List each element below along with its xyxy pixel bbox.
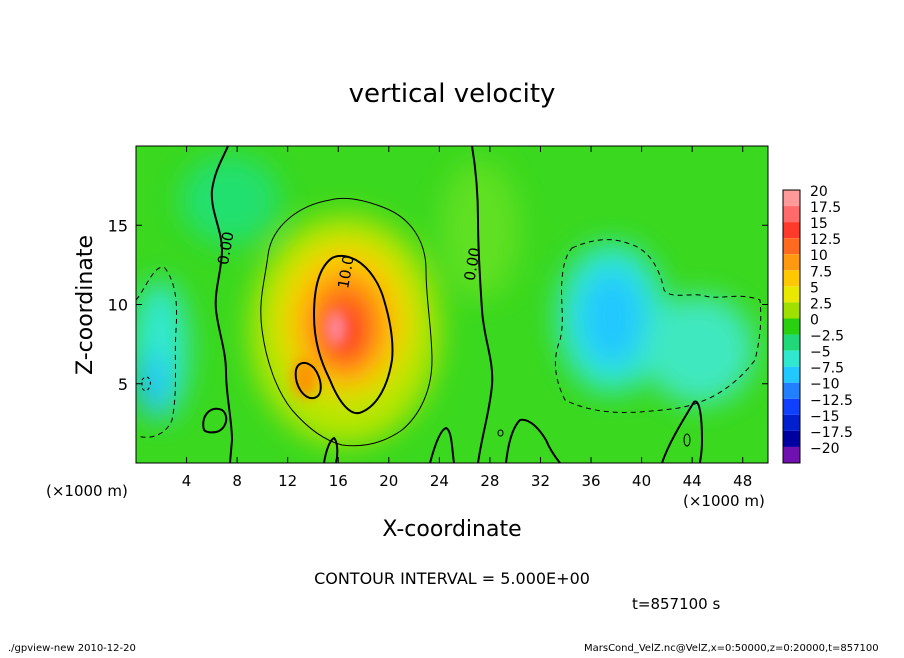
contour-neg-left: [136, 266, 178, 438]
y-axis: 5 10 15: [108, 216, 768, 394]
colorbar-label: 5: [810, 280, 819, 296]
colorbar-swatch: [783, 318, 800, 335]
x-unit-right: (×1000 m): [683, 492, 765, 510]
y-tick-label: 10: [108, 296, 128, 315]
x-tick-label: 32: [531, 472, 550, 490]
plot-area: [136, 146, 768, 463]
colorbar-label: 17.5: [810, 200, 841, 216]
colorbar-swatch: [783, 302, 800, 319]
colorbar-swatch: [783, 446, 800, 463]
contour-ten: [312, 254, 394, 415]
colorbar-swatch: [783, 270, 800, 287]
footer-left: ./gpview-new 2010-12-20: [8, 643, 136, 654]
footer-right: MarsCond_VelZ.nc@VelZ,x=0:50000,z=0:2000…: [584, 643, 879, 654]
contour-zero-bottom-b: [323, 436, 339, 463]
contour-interval: CONTOUR INTERVAL = 5.000E+00: [314, 569, 590, 588]
colorbar-swatch: [783, 254, 800, 271]
colorbar-label: −10: [810, 377, 840, 393]
colorbar-swatch: [783, 382, 800, 399]
colorbar-swatch: [783, 366, 800, 383]
y-tick-label: 15: [108, 216, 128, 235]
colorbar-label: −12.5: [810, 393, 853, 409]
colorbar-swatch: [783, 430, 800, 447]
colorbar-label: −20: [810, 441, 840, 457]
x-axis-label: X-coordinate: [382, 517, 521, 542]
colorbar-swatch: [783, 190, 800, 207]
colorbar-swatch: [783, 206, 800, 223]
x-tick-label: 4: [182, 472, 192, 490]
x-unit-left: (×1000 m): [46, 482, 128, 500]
colorbar-swatch: [783, 414, 800, 431]
contour-zero-bottom-e: [661, 400, 704, 463]
x-tick-label: 40: [632, 472, 651, 490]
colorbar-label: 15: [810, 216, 828, 232]
contour-five: [260, 197, 433, 447]
y-axis-label: Z-coordinate: [73, 235, 98, 375]
colorbar-swatch: [783, 238, 800, 255]
contour-neg-left-inner: [141, 376, 151, 391]
colorbar-label: −17.5: [810, 425, 853, 441]
contour-zero-right: [471, 146, 494, 463]
colorbar-swatch: [783, 350, 800, 367]
contour-zero-bottom-d: [505, 418, 561, 463]
y-tick-label: 5: [118, 375, 128, 394]
x-tick-label: 48: [733, 472, 752, 490]
colorbar-label: 0: [810, 312, 819, 328]
contour-label: 10.0: [334, 254, 358, 290]
x-axis: 4 8 12 16 20 24 28 32 36 40 44 48: [182, 146, 752, 490]
colorbar-label: 12.5: [810, 232, 841, 248]
x-tick-label: 44: [683, 472, 702, 490]
x-tick-label: 24: [430, 472, 449, 490]
colorbar-swatch: [783, 222, 800, 239]
colorbar-label: 2.5: [810, 296, 832, 312]
colorbar-label: −15: [810, 409, 840, 425]
contour-ten-small: [294, 362, 322, 400]
x-tick-label: 28: [480, 472, 499, 490]
contour-labels: 0.00 10.0 0.00: [214, 230, 484, 290]
x-tick-label: 20: [379, 472, 398, 490]
x-tick-label: 36: [581, 472, 600, 490]
colorbar-swatch: [783, 398, 800, 415]
colorbar-label: 10: [810, 248, 828, 264]
colorbar-label: −7.5: [810, 361, 844, 377]
contour-label: 0.00: [461, 246, 485, 282]
contour-small-ellipse: [683, 433, 691, 447]
contour-zero-bottom-a: [202, 407, 228, 434]
colorbar-swatch: [783, 286, 800, 303]
colorbar: 2017.51512.5107.552.50−2.5−5−7.5−10−12.5…: [782, 184, 853, 464]
contour-lines: [136, 146, 762, 463]
colorbar-label: −5: [810, 345, 831, 361]
time-stamp: t=857100 s: [632, 595, 720, 613]
colorbar-label: 20: [810, 184, 828, 200]
colorbar-swatch: [783, 334, 800, 351]
contour-zero-left: [210, 146, 234, 463]
chart-title: vertical velocity: [349, 79, 556, 109]
contour-neg-right: [555, 239, 762, 413]
x-tick-label: 16: [329, 472, 348, 490]
x-tick-label: 8: [232, 472, 242, 490]
contour-zero-bottom-c: [429, 426, 455, 463]
colorbar-frame: [782, 189, 801, 464]
x-tick-label: 12: [278, 472, 297, 490]
contour-small-bottom: [497, 429, 504, 437]
colorbar-label: −2.5: [810, 329, 844, 345]
contour-label: 0.00: [214, 230, 238, 266]
colorbar-label: 7.5: [810, 264, 832, 280]
